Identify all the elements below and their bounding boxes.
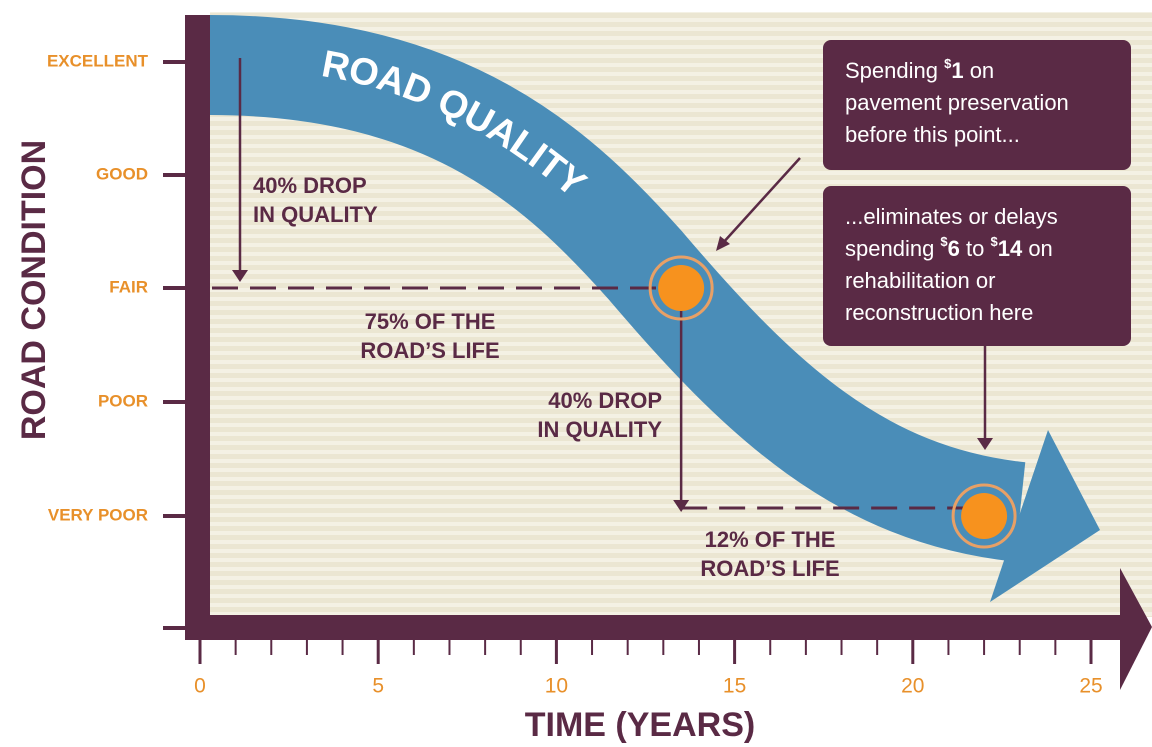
callout-run: Spending [845, 58, 944, 83]
callout-run: 6 [948, 236, 960, 261]
point [961, 493, 1008, 539]
annotation: ROAD’S LIFE [700, 556, 839, 581]
callout-run: 14 [998, 236, 1023, 261]
callout-arrowhead [977, 438, 993, 450]
x-tick-label: 10 [545, 675, 568, 698]
callout-text: reconstruction here [845, 300, 1033, 325]
band-body [209, 15, 1027, 562]
callout-run: spending [845, 236, 940, 261]
y-tick-label: GOOD [96, 164, 148, 183]
annotation: 12% OF THE [705, 527, 836, 552]
callout-run: before this point... [845, 122, 1020, 147]
y-tick-label: EXCELLENT [47, 51, 149, 70]
x-tick-label: 15 [723, 675, 746, 698]
callout-text: rehabilitation or [845, 268, 995, 293]
band-arrowhead [990, 430, 1100, 602]
x-axis-bar [185, 615, 1125, 640]
x-axis-title: TIME (YEARS) [525, 706, 755, 744]
point-ring [648, 255, 714, 321]
y-tick-label: FAIR [109, 277, 148, 296]
callout-run: on [1022, 236, 1053, 261]
y-tick-label: POOR [98, 391, 148, 410]
x-tick-label: 0 [194, 675, 206, 698]
annotation: ROAD’S LIFE [360, 338, 499, 363]
callout-text: spending $6 to $14 on [845, 234, 1053, 260]
x-tick-label: 5 [372, 675, 384, 698]
point-ring [951, 483, 1017, 549]
callout-run: $ [940, 234, 948, 249]
callout-box [823, 40, 1131, 170]
annotation: IN QUALITY [537, 417, 662, 442]
callout-text: pavement preservation [845, 90, 1069, 115]
callout-run: ...eliminates or delays [845, 204, 1058, 229]
y-axis-title: ROAD CONDITION [15, 140, 53, 440]
annotation: IN QUALITY [253, 202, 378, 227]
callout-run: pavement preservation [845, 90, 1069, 115]
callout-run: reconstruction here [845, 300, 1033, 325]
drop-arrowhead [232, 270, 248, 282]
drop-arrowhead [673, 500, 690, 512]
annotation: 40% DROP [548, 388, 662, 413]
callout-text: Spending $1 on [845, 56, 994, 82]
callout-run: 1 [951, 58, 963, 83]
callout-arrowhead [716, 236, 730, 251]
callout-run: on [964, 58, 995, 83]
y-axis-bar [185, 15, 210, 640]
x-tick-label: 20 [901, 675, 924, 698]
y-tick-label: VERY POOR [48, 505, 148, 524]
callout-text: ...eliminates or delays [845, 204, 1058, 229]
x-axis-arrow [1120, 568, 1152, 690]
point [658, 265, 705, 311]
callout-run: to [960, 236, 991, 261]
callout-arrow [721, 157, 801, 245]
callout-run: $ [944, 56, 952, 71]
callout-run: $ [990, 234, 998, 249]
annotation: 40% DROP [253, 173, 367, 198]
callout-run: rehabilitation or [845, 268, 995, 293]
callout-text: before this point... [845, 122, 1020, 147]
callouts [716, 40, 1131, 450]
annotation: 75% OF THE [365, 309, 496, 334]
callout-box [823, 186, 1131, 346]
x-tick-label: 25 [1079, 675, 1102, 698]
